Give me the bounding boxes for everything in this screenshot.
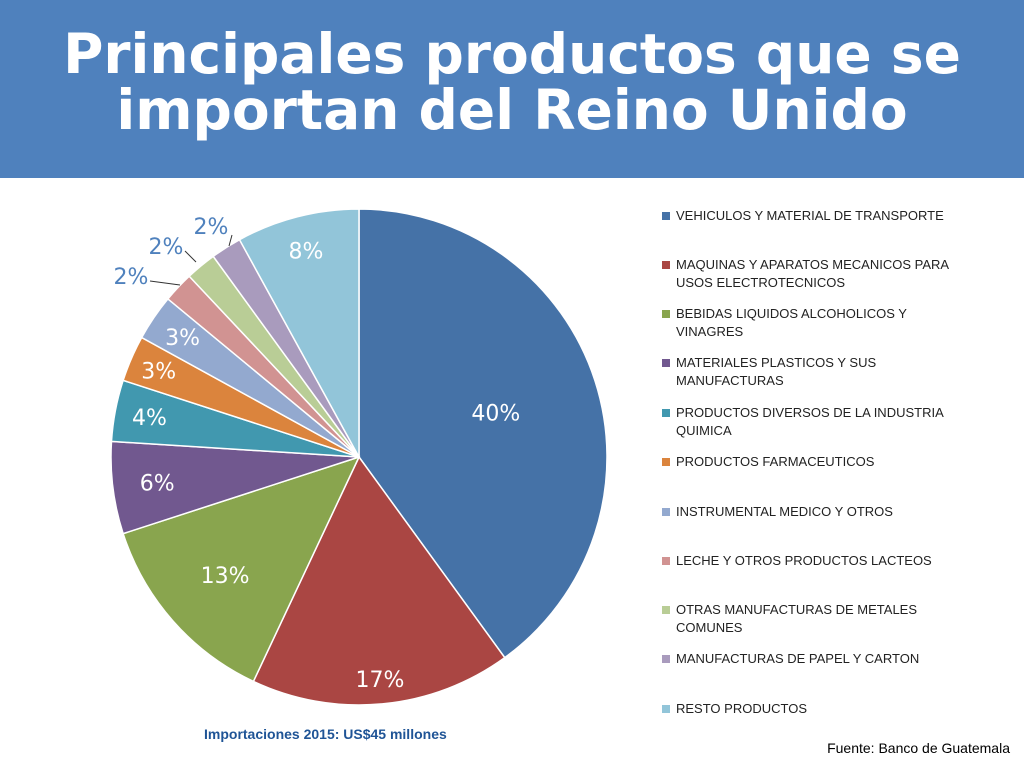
legend-item: MANUFACTURAS DE PAPEL Y CARTON (662, 650, 962, 668)
pie-slice (358, 208, 608, 659)
legend-swatch (662, 359, 670, 367)
legend-label: INSTRUMENTAL MEDICO Y OTROS (676, 504, 893, 519)
leader-line (228, 234, 233, 247)
legend-item: MATERIALES PLASTICOS Y SUS MANUFACTURAS (662, 354, 962, 390)
legend-item: RESTO PRODUCTOS (662, 700, 962, 718)
legend-item: PRODUCTOS FARMACEUTICOS (662, 453, 962, 471)
leader-line (149, 280, 181, 286)
title-line-1: Principales productos que se (63, 22, 961, 86)
legend-label: PRODUCTOS FARMACEUTICOS (676, 454, 875, 469)
legend-item: LECHE Y OTROS PRODUCTOS LACTEOS (662, 552, 962, 570)
legend-swatch (662, 655, 670, 663)
legend-item: BEBIDAS LIQUIDOS ALCOHOLICOS Y VINAGRES (662, 305, 962, 341)
data-label: 2% (149, 235, 184, 260)
legend-swatch (662, 606, 670, 614)
legend-label: MANUFACTURAS DE PAPEL Y CARTON (676, 651, 920, 666)
data-label: 2% (194, 215, 229, 240)
legend-swatch (662, 310, 670, 318)
legend-swatch (662, 458, 670, 466)
data-label: 3% (141, 359, 176, 384)
data-label: 8% (289, 239, 324, 264)
leader-line (184, 250, 197, 263)
legend-item: INSTRUMENTAL MEDICO Y OTROS (662, 503, 962, 521)
legend-label: MATERIALES PLASTICOS Y SUS MANUFACTURAS (676, 355, 877, 388)
legend-label: LECHE Y OTROS PRODUCTOS LACTEOS (676, 553, 932, 568)
legend-swatch (662, 705, 670, 713)
legend-label: VEHICULOS Y MATERIAL DE TRANSPORTE (676, 208, 944, 223)
pie-slice (122, 455, 361, 683)
legend-swatch (662, 508, 670, 516)
data-label: 4% (132, 406, 167, 431)
legend-swatch (662, 409, 670, 417)
page-title: Principales productos que se importan de… (0, 26, 1024, 138)
data-label: 6% (140, 471, 175, 496)
pie-slice (238, 208, 360, 458)
legend-swatch (662, 261, 670, 269)
legend-label: BEBIDAS LIQUIDOS ALCOHOLICOS Y VINAGRES (676, 306, 907, 339)
data-label: 2% (114, 265, 149, 290)
legend-item: VEHICULOS Y MATERIAL DE TRANSPORTE (662, 207, 962, 225)
title-banner (0, 0, 1024, 178)
legend-swatch (662, 557, 670, 565)
title-line-2: importan del Reino Unido (116, 78, 908, 142)
pie-slice (252, 455, 506, 706)
data-label: 40% (471, 402, 520, 427)
legend-label: PRODUCTOS DIVERSOS DE LA INDUSTRIA QUIMI… (676, 405, 944, 438)
legend-item: MAQUINAS Y APARATOS MECANICOS PARA USOS … (662, 256, 962, 292)
legend-label: RESTO PRODUCTOS (676, 701, 807, 716)
legend-item: PRODUCTOS DIVERSOS DE LA INDUSTRIA QUIMI… (662, 404, 962, 440)
data-label: 3% (165, 326, 200, 351)
total-imports-note: Importaciones 2015: US$45 millones (204, 726, 447, 742)
legend-item: OTRAS MANUFACTURAS DE METALES COMUNES (662, 601, 962, 637)
legend-swatch (662, 212, 670, 220)
legend-label: MAQUINAS Y APARATOS MECANICOS PARA USOS … (676, 257, 949, 290)
data-label: 17% (356, 668, 405, 693)
legend-label: OTRAS MANUFACTURAS DE METALES COMUNES (676, 602, 918, 635)
source-note: Fuente: Banco de Guatemala (827, 740, 1010, 756)
data-label: 13% (201, 564, 250, 589)
